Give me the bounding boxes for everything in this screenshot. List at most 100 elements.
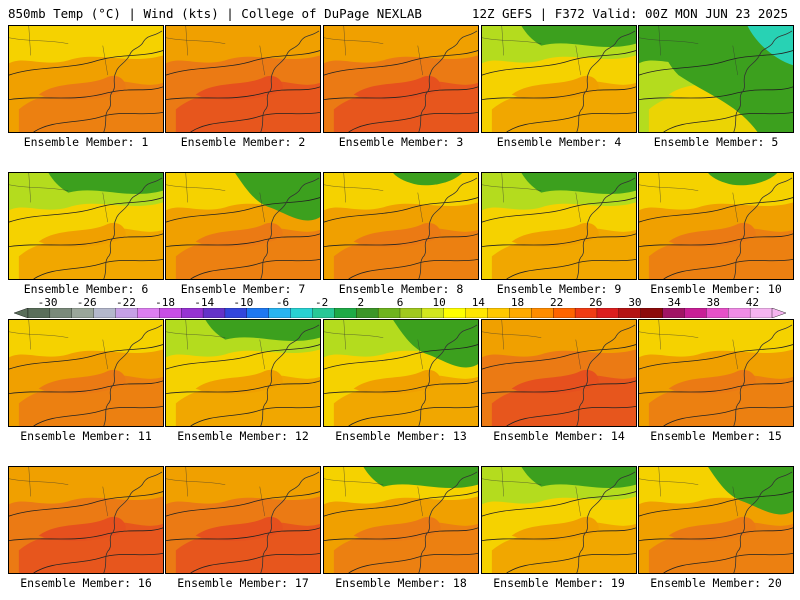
colorbar-swatch: [290, 308, 314, 318]
colorbar-tick-label: -6: [275, 296, 290, 309]
wind-contour: [9, 380, 163, 394]
colorbar-swatch: [509, 308, 532, 318]
state-border: [639, 26, 738, 76]
state-border: [482, 173, 581, 223]
wind-contour: [166, 491, 320, 517]
warm-region: [18, 228, 163, 279]
colorbar-swatch: [531, 308, 554, 318]
ensemble-member-label: Ensemble Member: 20: [650, 576, 782, 590]
ensemble-member-label: Ensemble Member: 13: [335, 429, 467, 443]
cool-green-region: [363, 467, 478, 489]
ensemble-map-panel: [8, 172, 164, 280]
ensemble-map-panel: [8, 319, 164, 427]
coastline: [260, 471, 320, 573]
ensemble-member-label: Ensemble Member: 5: [653, 135, 779, 149]
colorbar-tick-label: -30: [37, 296, 58, 309]
wind-contour: [190, 552, 320, 573]
colorbar-swatch: [49, 308, 73, 318]
cool-region: [482, 320, 636, 358]
cool-region: [9, 320, 163, 358]
coastline: [103, 30, 163, 132]
wind-contour: [639, 491, 793, 517]
ensemble-map-panel: [323, 466, 479, 574]
ensemble-member-label: Ensemble Member: 12: [177, 429, 309, 443]
cool-green-region: [658, 26, 793, 132]
warm-region: [18, 375, 163, 426]
state-border: [166, 26, 265, 76]
coastline: [418, 177, 478, 279]
cool-green-region: [235, 173, 320, 221]
colorbar-swatch: [71, 308, 95, 318]
ensemble-member-label: Ensemble Member: 10: [650, 282, 782, 296]
state-border: [324, 320, 423, 370]
coastline: [418, 324, 478, 426]
coastline: [576, 177, 636, 279]
wind-contour: [166, 50, 320, 76]
wind-contour: [482, 86, 636, 100]
wind-contour: [348, 552, 478, 573]
coastline: [260, 177, 320, 279]
colorbar-tick-label: 18: [510, 296, 525, 309]
wind-contour: [506, 405, 636, 426]
ensemble-map-panel: [481, 25, 637, 133]
wind-contour: [663, 552, 793, 573]
wind-contour: [166, 197, 320, 223]
coastline: [733, 471, 793, 573]
ensemble-map-panel: [638, 25, 794, 133]
cool-green-region: [708, 173, 778, 186]
colorbar-tick-label: -18: [155, 296, 175, 309]
state-border: [166, 173, 265, 223]
coastline: [733, 177, 793, 279]
colorbar-swatch: [640, 308, 664, 318]
colorbar-tick-label: -14: [194, 296, 215, 309]
coastline: [418, 471, 478, 573]
wind-contour: [9, 86, 163, 100]
colorbar-swatch: [115, 308, 139, 318]
ensemble-member-label: Ensemble Member: 19: [493, 576, 625, 590]
ensemble-map-panel: [165, 466, 321, 574]
warm-region: [18, 81, 163, 132]
warm-region: [333, 81, 478, 132]
wind-contour: [9, 344, 163, 370]
colorbar-swatch: [27, 308, 51, 318]
state-border: [639, 467, 738, 517]
colorbar-swatch: [421, 308, 445, 318]
state-border: [639, 320, 738, 370]
cool-region: [324, 26, 478, 64]
state-border: [9, 467, 108, 517]
colorbar-swatch: [312, 308, 336, 318]
wind-contour: [639, 380, 793, 394]
colorbar-swatch: [487, 308, 511, 318]
wind-contour: [482, 50, 636, 76]
warm-region: [333, 375, 478, 426]
cool-green-region: [393, 173, 463, 186]
colorbar-tick-label: 34: [667, 296, 681, 309]
coastline: [260, 30, 320, 132]
wind-contour: [639, 233, 793, 247]
coastline: [733, 30, 793, 132]
colorbar-swatch: [706, 308, 729, 318]
coastline: [103, 324, 163, 426]
colorbar-tick-label: 26: [589, 296, 603, 309]
ensemble-map-panel: [165, 25, 321, 133]
wind-contour: [639, 344, 793, 370]
colorbar-swatch: [443, 308, 467, 318]
wind-contour: [639, 197, 793, 223]
wind-contour: [9, 233, 163, 247]
wind-contour: [324, 233, 478, 247]
colorbar-swatch: [618, 308, 642, 318]
colorbar-swatch: [728, 308, 751, 318]
ensemble-member-label: Ensemble Member: 16: [20, 576, 152, 590]
state-border: [9, 173, 108, 223]
warm-region: [175, 522, 320, 573]
colorbar-swatch: [181, 308, 204, 318]
cool-region: [9, 467, 163, 505]
colorbar-swatch: [684, 308, 708, 318]
warm-region: [648, 522, 793, 573]
wind-contour: [348, 111, 478, 132]
ensemble-member-label: Ensemble Member: 2: [180, 135, 306, 149]
colorbar-swatch: [377, 308, 401, 318]
colorbar-swatch: [574, 308, 598, 318]
state-border: [166, 320, 265, 370]
colorbar-swatch: [334, 308, 357, 318]
